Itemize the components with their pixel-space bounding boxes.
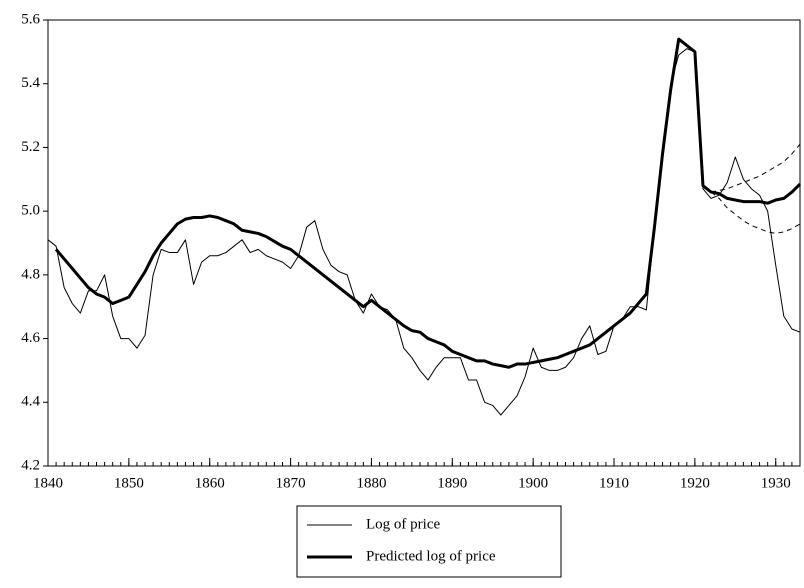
x-tick-label: 1840 xyxy=(33,475,63,491)
y-tick-label: 4.4 xyxy=(21,394,40,410)
y-tick-label: 5.6 xyxy=(21,11,40,27)
x-tick-label: 1930 xyxy=(761,475,791,491)
x-tick-label: 1860 xyxy=(195,475,225,491)
x-tick-label: 1910 xyxy=(599,475,629,491)
x-tick-label: 1920 xyxy=(680,475,710,491)
x-tick-label: 1870 xyxy=(276,475,306,491)
legend-label: Log of price xyxy=(366,516,440,532)
legend-label: Predicted log of price xyxy=(366,548,496,564)
y-tick-label: 4.6 xyxy=(21,330,40,346)
x-tick-label: 1900 xyxy=(518,475,548,491)
x-tick-label: 1850 xyxy=(114,475,144,491)
series-line xyxy=(47,48,801,416)
series-line xyxy=(710,143,801,193)
y-tick-label: 5.0 xyxy=(21,203,40,219)
x-tick-label: 1890 xyxy=(437,475,467,491)
y-tick-label: 4.8 xyxy=(21,266,40,282)
series-line xyxy=(710,191,801,234)
series-line xyxy=(54,37,802,369)
legend-box xyxy=(296,505,562,578)
x-tick-label: 1880 xyxy=(356,475,386,491)
y-tick-label: 5.4 xyxy=(21,75,40,91)
plot-frame xyxy=(47,19,801,467)
y-tick-label: 4.2 xyxy=(21,457,40,473)
y-tick-label: 5.2 xyxy=(21,139,40,155)
